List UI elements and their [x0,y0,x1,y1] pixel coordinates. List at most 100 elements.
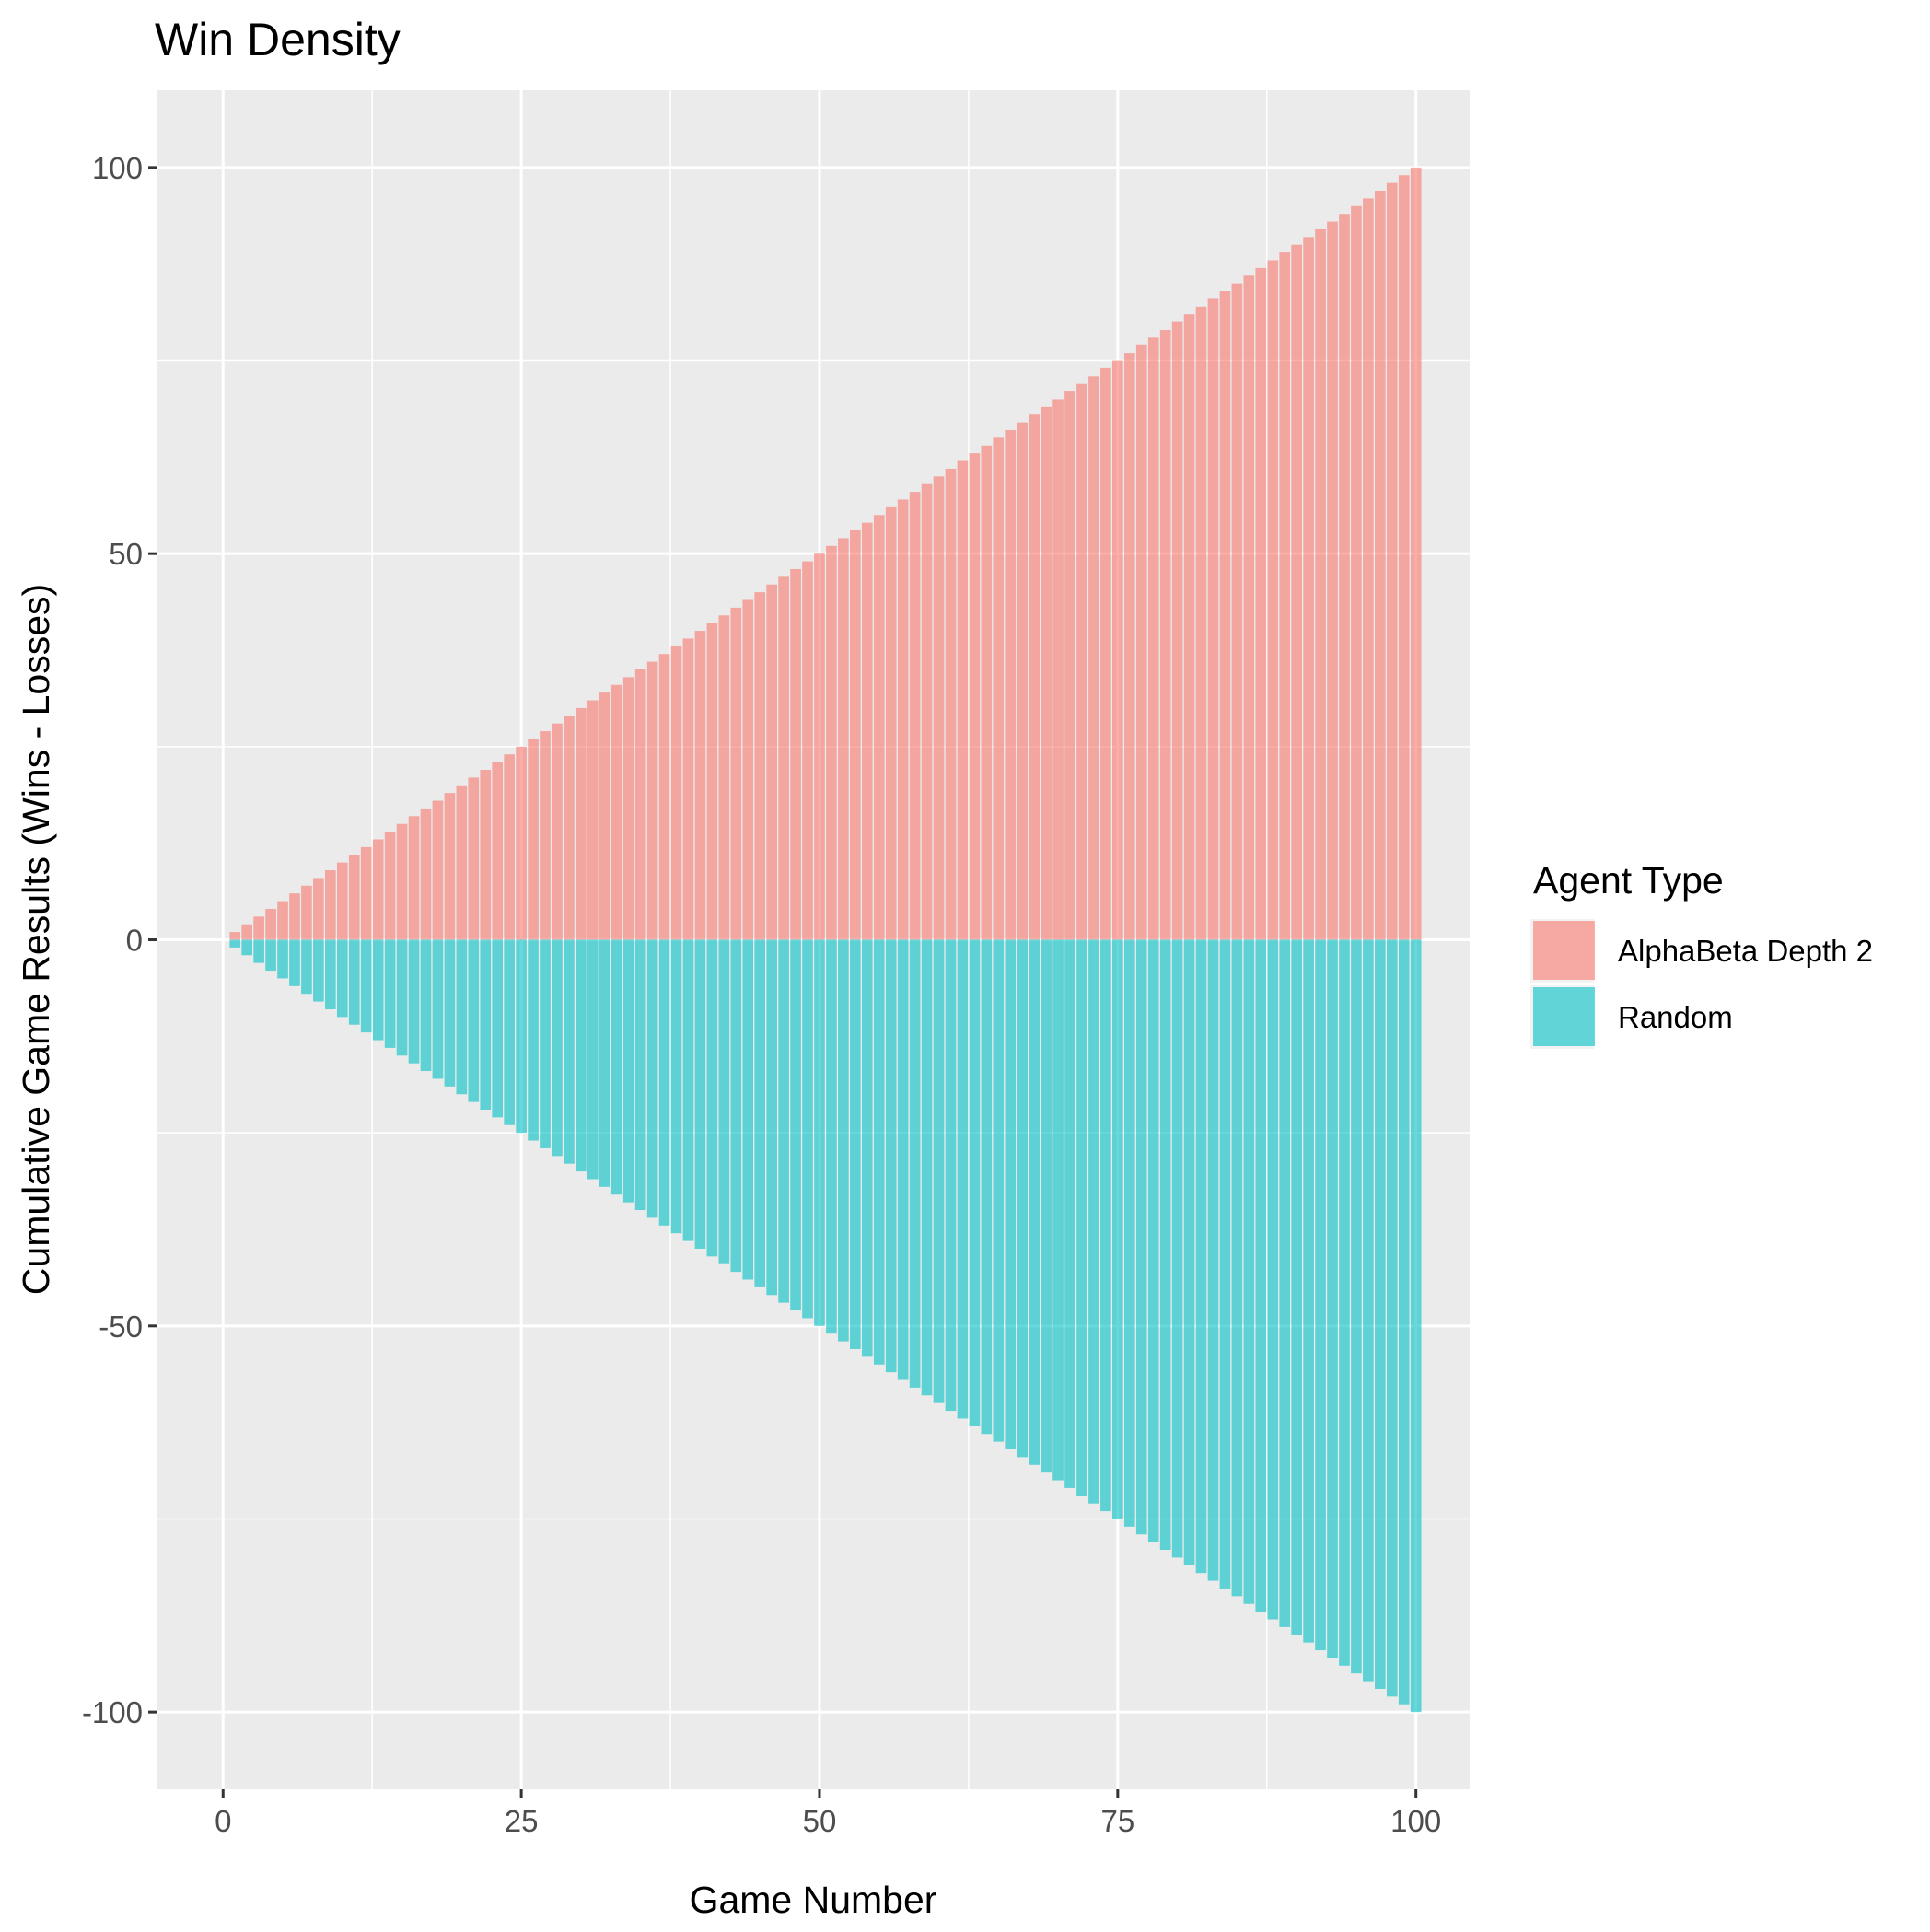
bar [945,939,957,1412]
bar [253,939,264,963]
bar [336,939,348,1018]
bar [1147,939,1159,1542]
bar [229,932,241,940]
bar [826,939,837,1334]
bar [1076,383,1087,940]
bar [1303,939,1314,1643]
bar [301,885,312,940]
chart-title: Win Density [155,14,401,65]
bar [658,654,670,940]
bar [456,939,468,1095]
x-tick-label: 100 [1390,1804,1441,1838]
bar [1279,252,1291,940]
bar [933,939,945,1403]
bar [265,908,276,940]
bar [766,939,777,1296]
x-tick-label: 75 [1100,1804,1134,1838]
bar [1267,939,1279,1620]
bar [1195,306,1207,940]
bar [969,939,981,1426]
bar [420,939,432,1072]
bar [1112,939,1123,1519]
bar [1100,939,1111,1512]
bar [634,669,646,940]
y-axis: -100 -50 0 50 100 [82,151,157,1729]
bar [528,739,539,940]
bar [1029,414,1040,940]
legend-title: Agent Type [1533,859,1724,902]
bar [826,545,837,940]
bar [348,939,360,1025]
bar [718,615,730,940]
bar [1100,367,1111,940]
bar [1279,939,1291,1627]
bar [1135,939,1147,1535]
bar [1123,939,1135,1527]
bar [1112,360,1123,940]
bar [540,939,551,1148]
bar [1291,244,1302,940]
bar [325,939,336,1009]
bar [646,939,658,1218]
bar [778,576,789,940]
bar [1363,198,1374,940]
bar [670,939,682,1234]
bar [432,939,444,1079]
bar [384,939,396,1048]
bar [1291,939,1302,1635]
bar [432,800,444,940]
bar [1041,939,1052,1473]
bar [622,939,634,1203]
bar [1088,376,1099,940]
bar [229,939,241,948]
bar [1351,939,1362,1674]
bar [408,939,420,1064]
bar [706,939,718,1257]
bar [420,808,432,940]
bar [981,445,993,940]
bar [480,770,492,940]
bar [1255,939,1267,1612]
y-tick-label: 50 [109,537,143,571]
x-axis-title: Game Number [690,1879,937,1921]
bar [468,777,480,940]
bar [1363,939,1374,1682]
bar [1183,314,1195,940]
bar [694,939,706,1249]
bar [658,939,670,1226]
bar [444,939,456,1087]
bar [742,599,754,940]
bar [682,638,694,940]
bar [694,631,706,940]
bar [360,846,372,940]
bar [861,939,873,1357]
bar [873,939,885,1365]
bar [850,939,861,1349]
bar [1219,939,1231,1589]
bar [993,437,1005,940]
bar [730,607,742,940]
x-axis: 0 25 50 75 100 [215,1789,1441,1838]
bar [682,939,694,1241]
bar [265,939,276,972]
bar [444,793,456,940]
bar [754,939,766,1287]
bar [885,506,897,940]
bar [1255,267,1267,940]
x-tick-label: 0 [215,1804,231,1838]
bar [1267,260,1279,940]
legend-swatch [1533,921,1595,980]
bar [909,492,921,940]
bar [1147,337,1159,940]
bar [1195,939,1207,1574]
bar [1207,298,1219,940]
series-1-bars [229,939,1422,1713]
bar [790,939,801,1311]
bar [1219,291,1231,940]
bar [610,684,622,940]
bar [372,939,384,1041]
bar [301,939,312,995]
bar [1171,939,1183,1558]
bar [1231,283,1243,940]
bar [670,646,682,940]
